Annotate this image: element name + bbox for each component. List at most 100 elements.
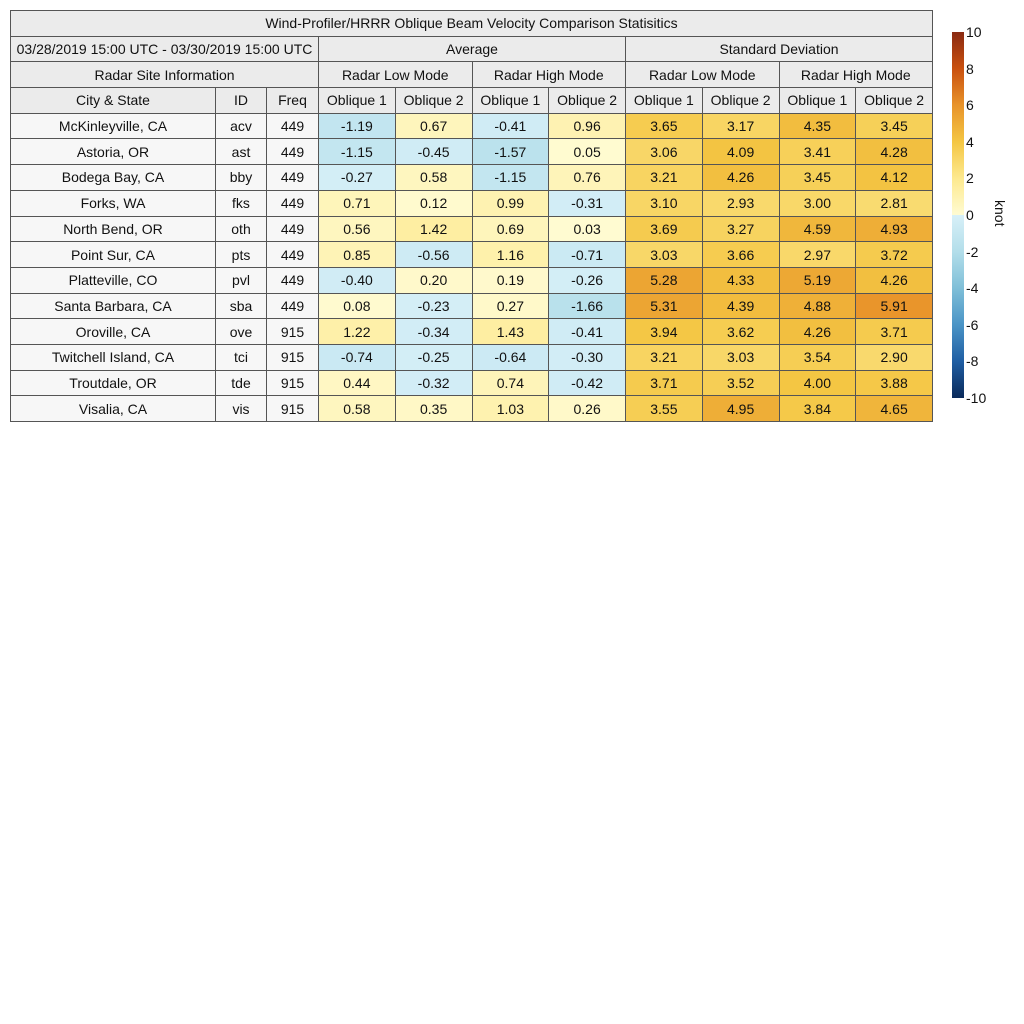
value-cell: 4.00	[778, 369, 857, 397]
city-cell: Forks, WA	[10, 189, 216, 217]
table-row: Visalia, CA vis 915 0.58 0.35 1.03 0.26 3.55 4.9…	[10, 395, 933, 422]
value-cell: 1.43	[471, 318, 550, 345]
value-cell: 5.91	[855, 292, 933, 320]
id-cell: tci	[215, 343, 267, 371]
value-cell: 3.94	[625, 318, 703, 345]
id-cell: fks	[215, 189, 267, 217]
value-cell: 3.06	[625, 138, 703, 166]
std-header: Standard Deviation	[625, 35, 933, 63]
value-cell: -1.66	[548, 292, 626, 320]
value-cell: 4.59	[778, 215, 857, 243]
value-cell: 0.58	[394, 164, 473, 191]
colorbar-tick-label: -2	[966, 243, 979, 260]
value-cell: -0.41	[548, 318, 626, 345]
colorbar-tick-label: 10	[966, 24, 982, 40]
value-cell: -1.19	[318, 112, 396, 140]
value-cell: 3.69	[625, 215, 703, 243]
value-cell: 2.93	[701, 189, 780, 217]
value-cell: 3.10	[625, 189, 703, 217]
city-cell: Astoria, OR	[10, 138, 216, 166]
std-high-mode-header: Radar High Mode	[778, 61, 933, 89]
value-cell: 3.65	[625, 112, 703, 140]
id-cell: ove	[215, 318, 267, 345]
city-cell: Bodega Bay, CA	[10, 164, 216, 191]
table-row: Astoria, OR ast 449 -1.15 -0.45 -1.57 0.05 3.06…	[10, 138, 933, 166]
value-cell: 4.09	[701, 138, 780, 166]
value-cell: -0.25	[394, 343, 473, 371]
id-cell: ast	[215, 138, 267, 166]
value-cell: 3.41	[778, 138, 857, 166]
column-header: City & State	[10, 87, 216, 114]
value-cell: 4.39	[701, 292, 780, 320]
value-cell: -0.42	[548, 369, 626, 397]
freq-cell: 915	[266, 369, 319, 397]
value-cell: 5.19	[778, 266, 857, 294]
value-cell: 3.84	[778, 395, 857, 422]
table-title: Wind-Profiler/HRRR Oblique Beam Velocity…	[10, 10, 933, 37]
value-cell: 4.28	[855, 138, 933, 166]
value-cell: 4.35	[778, 112, 857, 140]
city-cell: Point Sur, CA	[10, 241, 216, 268]
column-header: Oblique 1	[778, 87, 857, 114]
value-cell: 0.74	[471, 369, 550, 397]
value-cell: 0.44	[318, 369, 396, 397]
table-row: Platteville, CO pvl 449 -0.40 0.20 0.19 -0.26 5…	[10, 266, 933, 294]
value-cell: 4.95	[701, 395, 780, 422]
value-cell: -0.56	[394, 241, 473, 268]
value-cell: 1.03	[471, 395, 550, 422]
value-cell: 5.28	[625, 266, 703, 294]
id-cell: bby	[215, 164, 267, 191]
value-cell: 0.58	[318, 395, 396, 422]
id-cell: oth	[215, 215, 267, 243]
value-cell: 2.81	[855, 189, 933, 217]
colorbar-tick-label: 0	[966, 207, 974, 223]
value-cell: 3.71	[625, 369, 703, 397]
column-header: Oblique 2	[855, 87, 933, 114]
value-cell: 5.31	[625, 292, 703, 320]
colorbar	[952, 32, 964, 398]
column-header: ID	[215, 87, 267, 114]
colorbar-tick-label: 8	[966, 60, 974, 77]
value-cell: 0.19	[471, 266, 550, 294]
table-row: Twitchell Island, CA tci 915 -0.74 -0.25 -0.6…	[10, 343, 933, 371]
freq-cell: 449	[266, 189, 319, 217]
id-cell: acv	[215, 112, 267, 140]
colorbar-tick-label: 4	[966, 133, 974, 150]
value-cell: -0.32	[394, 369, 473, 397]
value-cell: 0.03	[548, 215, 626, 243]
value-cell: 0.35	[394, 395, 473, 422]
value-cell: 0.96	[548, 112, 626, 140]
city-cell: Oroville, CA	[10, 318, 216, 345]
value-cell: 4.93	[855, 215, 933, 243]
value-cell: 0.85	[318, 241, 396, 268]
value-cell: 1.22	[318, 318, 396, 345]
freq-cell: 449	[266, 292, 319, 320]
freq-cell: 915	[266, 318, 319, 345]
value-cell: 3.45	[855, 112, 933, 140]
site-info-header: Radar Site Information	[10, 61, 319, 89]
column-header: Oblique 2	[701, 87, 780, 114]
value-cell: -0.40	[318, 266, 396, 294]
value-cell: 4.26	[855, 266, 933, 294]
value-cell: 0.12	[394, 189, 473, 217]
value-cell: -0.71	[548, 241, 626, 268]
value-cell: 0.05	[548, 138, 626, 166]
value-cell: 2.97	[778, 241, 857, 268]
value-cell: -1.57	[471, 138, 550, 166]
column-header: Freq	[266, 87, 319, 114]
value-cell: 0.69	[471, 215, 550, 243]
colorbar-tick-label: -10	[966, 390, 987, 406]
value-cell: 3.21	[625, 164, 703, 191]
value-cell: 0.71	[318, 189, 396, 217]
value-cell: 3.71	[855, 318, 933, 345]
colorbar-tick-label: 2	[966, 170, 974, 187]
city-cell: McKinleyville, CA	[10, 112, 216, 140]
value-cell: 3.03	[701, 343, 780, 371]
value-cell: 3.00	[778, 189, 857, 217]
id-cell: vis	[215, 395, 267, 422]
column-header: Oblique 1	[471, 87, 550, 114]
table-row: Santa Barbara, CA sba 449 0.08 -0.23 0.27 -1.6…	[10, 292, 933, 320]
value-cell: 4.12	[855, 164, 933, 191]
value-cell: 3.54	[778, 343, 857, 371]
value-cell: 3.62	[701, 318, 780, 345]
